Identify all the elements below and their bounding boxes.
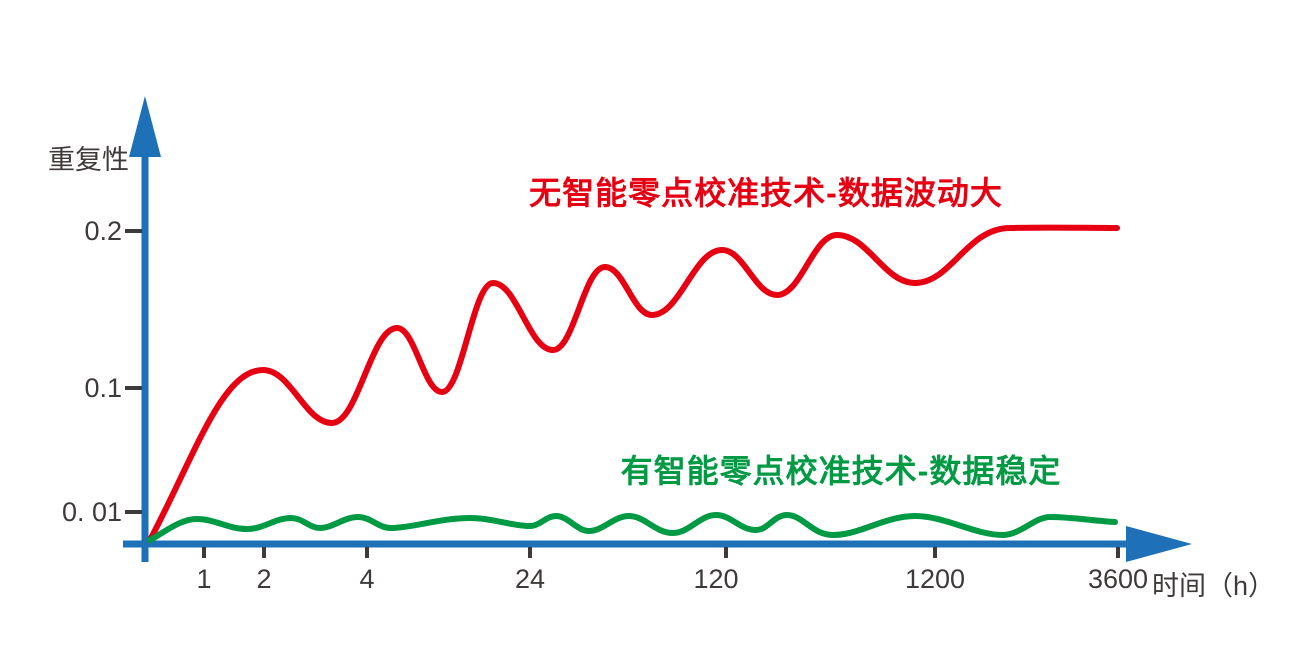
series-green-label: 有智能零点校准技术-数据稳定: [620, 453, 1062, 489]
x-tick-label-24: 24: [514, 564, 546, 594]
x-tick-1: [202, 547, 206, 558]
x-tick-120: [724, 547, 728, 558]
x-tick-3600: [1116, 547, 1120, 558]
y-axis-arrow-icon: [129, 96, 161, 157]
x-tick-label-1: 1: [196, 564, 212, 594]
x-tick-label-2: 2: [256, 564, 272, 594]
y-tick-label-0.2: 0.2: [84, 216, 122, 246]
x-tick-label-3600: 3600: [1087, 564, 1149, 594]
x-axis-title: 时间（h）: [1152, 571, 1276, 601]
x-tick-label-1200: 1200: [904, 564, 966, 594]
x-tick-label-4: 4: [359, 564, 375, 594]
y-tick-0.01: [125, 510, 142, 514]
y-axis-line: [141, 130, 149, 562]
x-axis-arrow-icon: [1126, 526, 1192, 562]
x-axis-line: [123, 540, 1135, 548]
x-axis-ticks: [202, 547, 1120, 558]
y-tick-0.2: [125, 229, 142, 233]
x-tick-2: [262, 547, 266, 558]
x-tick-label-120: 120: [693, 564, 739, 594]
x-tick-24: [528, 547, 532, 558]
y-tick-0.1: [125, 386, 142, 390]
x-tick-4: [365, 547, 369, 558]
y-axis-title: 重复性: [48, 145, 129, 175]
series-red-curve: [147, 224, 1120, 543]
y-axis-ticks: [125, 229, 142, 514]
y-tick-label-0.1: 0.1: [84, 373, 122, 403]
series-red-label: 无智能零点校准技术-数据波动大: [529, 175, 1003, 211]
series-green-curve: [147, 511, 1118, 543]
x-tick-1200: [933, 547, 937, 558]
y-tick-label-0.01: 0. 01: [61, 497, 122, 527]
